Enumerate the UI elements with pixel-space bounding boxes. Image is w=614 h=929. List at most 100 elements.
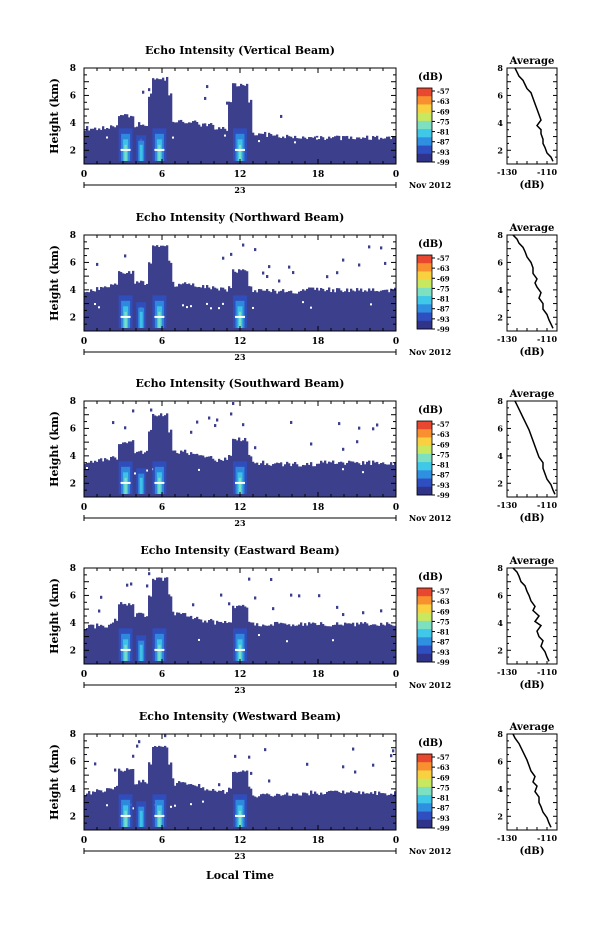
- echo-column: [324, 460, 327, 497]
- heatmap-axes: 0 6 12 18 0 2 4 6 8 Height (km): [48, 564, 399, 680]
- echo-column: [102, 461, 105, 497]
- echo-column: [248, 621, 251, 664]
- echo-column: [374, 624, 377, 664]
- x-tick-label: 0: [81, 503, 87, 513]
- echo-column: [100, 458, 103, 497]
- echo-column: [248, 102, 251, 164]
- echo-column: [298, 624, 301, 664]
- date-bar: 23 Nov 2012: [83, 513, 451, 528]
- echo-column: [148, 431, 151, 497]
- echo-speckle: [310, 442, 313, 446]
- x-tick-label: 12: [234, 503, 247, 513]
- echo-column: [150, 596, 153, 664]
- echo-column: [390, 793, 393, 830]
- echo-column: [100, 624, 103, 664]
- avg-title: Average: [509, 389, 555, 400]
- x-tick-label: 0: [393, 836, 399, 846]
- echo-column: [284, 138, 287, 164]
- echo-column: [388, 136, 391, 164]
- echo-column: [340, 290, 343, 331]
- y-tick-label: 6: [70, 424, 76, 434]
- echo-column: [90, 460, 93, 497]
- avg-x-tick-label: -130: [497, 334, 517, 344]
- colorbar-tick-label: -63: [437, 430, 450, 439]
- echo-column: [266, 136, 269, 164]
- echo-column: [132, 604, 135, 664]
- echo-speckle: [126, 583, 129, 587]
- echo-column: [282, 466, 285, 497]
- echo-column: [116, 284, 119, 331]
- echo-column: [186, 123, 189, 164]
- echo-column: [270, 796, 273, 830]
- echo-column: [208, 620, 211, 664]
- echo-column: [278, 794, 281, 830]
- echo-column: [210, 790, 213, 830]
- echo-column: [132, 768, 135, 830]
- colorbar-tick-label: -87: [437, 638, 450, 647]
- echo-column: [90, 794, 93, 830]
- echo-column: [268, 625, 271, 664]
- echo-speckle: [216, 418, 219, 422]
- colorbar-unit: (dB): [418, 72, 443, 83]
- echo-column: [294, 135, 297, 164]
- echo-column: [188, 784, 191, 830]
- x-tick-label: 0: [393, 170, 399, 180]
- echo-gap: [106, 804, 109, 807]
- echo-column: [172, 281, 175, 331]
- echo-speckle: [230, 412, 233, 416]
- echo-column: [166, 747, 169, 830]
- echo-column: [306, 793, 309, 830]
- colorbar-swatch: [417, 296, 432, 305]
- echo-column: [230, 788, 233, 830]
- echo-column: [262, 460, 265, 497]
- echo-column: [332, 460, 335, 497]
- echo-column: [204, 123, 207, 164]
- colorbar-unit: (dB): [418, 738, 443, 749]
- echo-column: [260, 626, 263, 664]
- echo-column: [224, 621, 227, 664]
- echo-speckle: [264, 748, 267, 752]
- echo-column: [92, 128, 95, 164]
- avg-y-tick-label: 8: [497, 729, 503, 739]
- echo-column: [192, 453, 195, 497]
- core-layer: [158, 311, 161, 328]
- echo-column: [342, 462, 345, 497]
- echo-column: [256, 623, 259, 664]
- echo-speckle: [342, 765, 345, 769]
- echo-column: [226, 622, 229, 664]
- echo-column: [192, 619, 195, 664]
- echo-column: [92, 791, 95, 830]
- echo-speckle: [384, 261, 387, 265]
- y-axis-label: Height (km): [48, 411, 61, 487]
- echo-column: [188, 616, 191, 664]
- echo-speckle: [94, 762, 97, 766]
- echo-column: [350, 136, 353, 164]
- echo-column: [192, 283, 195, 331]
- avg-y-tick-label: 4: [497, 118, 503, 128]
- colorbar-tick-label: -99: [437, 491, 450, 500]
- echo-column: [152, 78, 155, 164]
- echo-column: [266, 625, 269, 664]
- echo-column: [372, 460, 375, 497]
- echo-column: [340, 624, 343, 664]
- echo-column: [112, 789, 115, 830]
- colorbar: (dB) -57-63-69-75 -81-87-93-99: [416, 72, 450, 167]
- echo-column: [196, 616, 199, 664]
- echo-column: [342, 625, 345, 664]
- echo-column: [230, 455, 233, 497]
- echo-column: [108, 460, 111, 497]
- y-tick-label: 6: [70, 591, 76, 601]
- echo-column: [360, 138, 363, 164]
- echo-column: [174, 286, 177, 331]
- echo-column: [210, 456, 213, 497]
- colorbar-tick-label: -75: [437, 450, 450, 459]
- echo-column: [296, 464, 299, 497]
- colorbar-tick-label: -75: [437, 617, 450, 626]
- x-tick-label: 6: [159, 836, 165, 846]
- echo-gap: [258, 634, 261, 637]
- echo-column: [198, 124, 201, 164]
- bright-band: [154, 814, 165, 817]
- echo-speckle: [138, 740, 141, 744]
- x-tick-label: 0: [393, 337, 399, 347]
- echo-column: [186, 453, 189, 497]
